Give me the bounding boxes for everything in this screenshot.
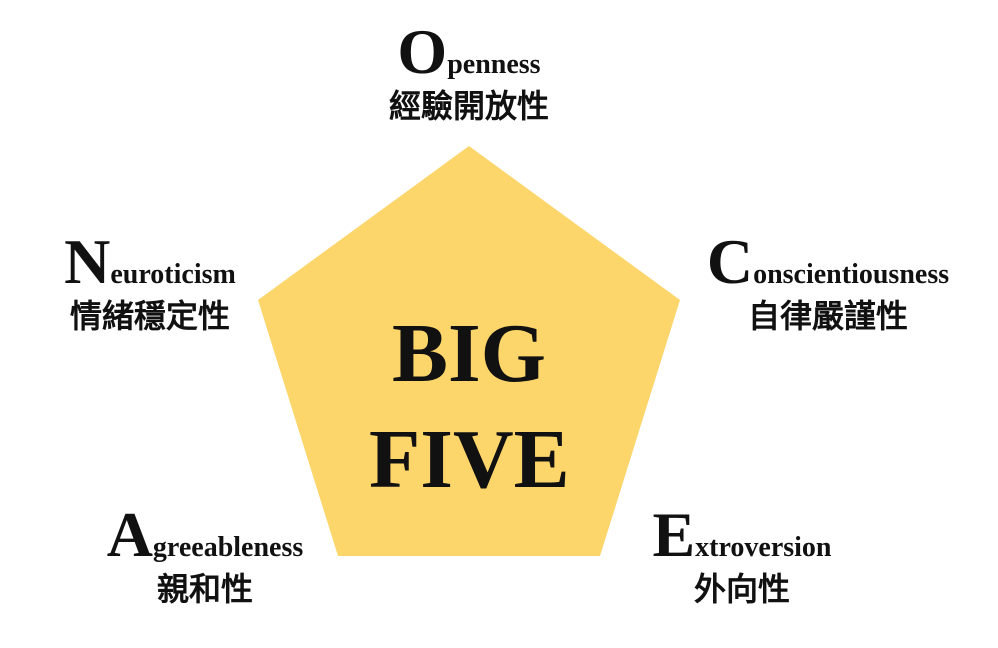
trait-agreeableness-rest: greeableness <box>152 532 304 563</box>
trait-openness-rest: penness <box>447 49 541 80</box>
trait-agreeableness: Agreeableness 親和性 <box>70 503 340 608</box>
center-title-five: FIVE <box>369 413 570 506</box>
trait-extroversion-initial: E <box>652 499 696 570</box>
trait-openness-english: Openness <box>369 20 569 84</box>
trait-conscientiousness-english: Conscientiousness <box>668 230 988 294</box>
trait-extroversion: Extroversion 外向性 <box>622 503 862 608</box>
trait-conscientiousness-chinese: 自律嚴謹性 <box>747 297 908 335</box>
trait-neuroticism-rest: euroticism <box>110 259 236 290</box>
trait-neuroticism-english: Neuroticism <box>30 230 270 294</box>
trait-conscientiousness: Conscientiousness 自律嚴謹性 <box>668 230 988 335</box>
pentagon-shape <box>258 146 680 556</box>
trait-neuroticism: Neuroticism 情緒穩定性 <box>30 230 270 335</box>
trait-conscientiousness-rest: onscientiousness <box>753 259 950 290</box>
trait-agreeableness-english: Agreeableness <box>70 503 340 567</box>
trait-agreeableness-chinese: 親和性 <box>156 570 253 608</box>
center-title-big: BIG <box>391 307 547 400</box>
trait-neuroticism-chinese: 情緒穩定性 <box>69 297 230 335</box>
trait-openness-initial: O <box>397 16 448 87</box>
trait-extroversion-rest: xtroversion <box>695 532 832 563</box>
trait-extroversion-english: Extroversion <box>622 503 862 567</box>
trait-openness-chinese: 經驗開放性 <box>388 87 549 125</box>
trait-conscientiousness-initial: C <box>706 226 754 297</box>
trait-agreeableness-initial: A <box>106 499 153 570</box>
trait-neuroticism-initial: N <box>64 226 111 297</box>
trait-openness: Openness 經驗開放性 <box>369 20 569 125</box>
trait-extroversion-chinese: 外向性 <box>693 570 790 608</box>
